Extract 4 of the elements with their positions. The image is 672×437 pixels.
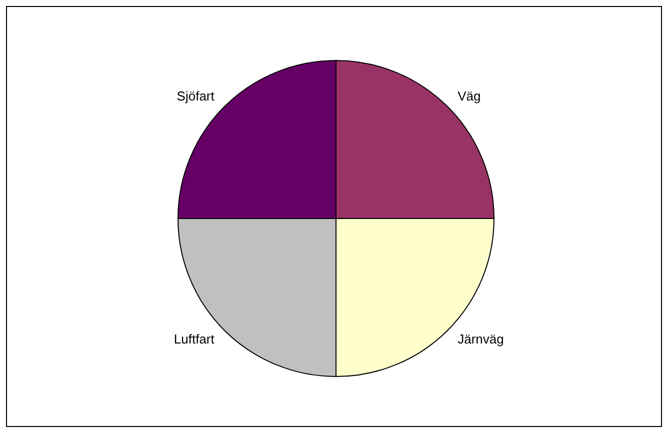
slice-label: Luftfart <box>174 332 215 347</box>
slice-label: Väg <box>458 88 481 104</box>
slice-label: Sjöfart <box>176 88 215 104</box>
slice-label: Järnväg <box>458 332 504 347</box>
